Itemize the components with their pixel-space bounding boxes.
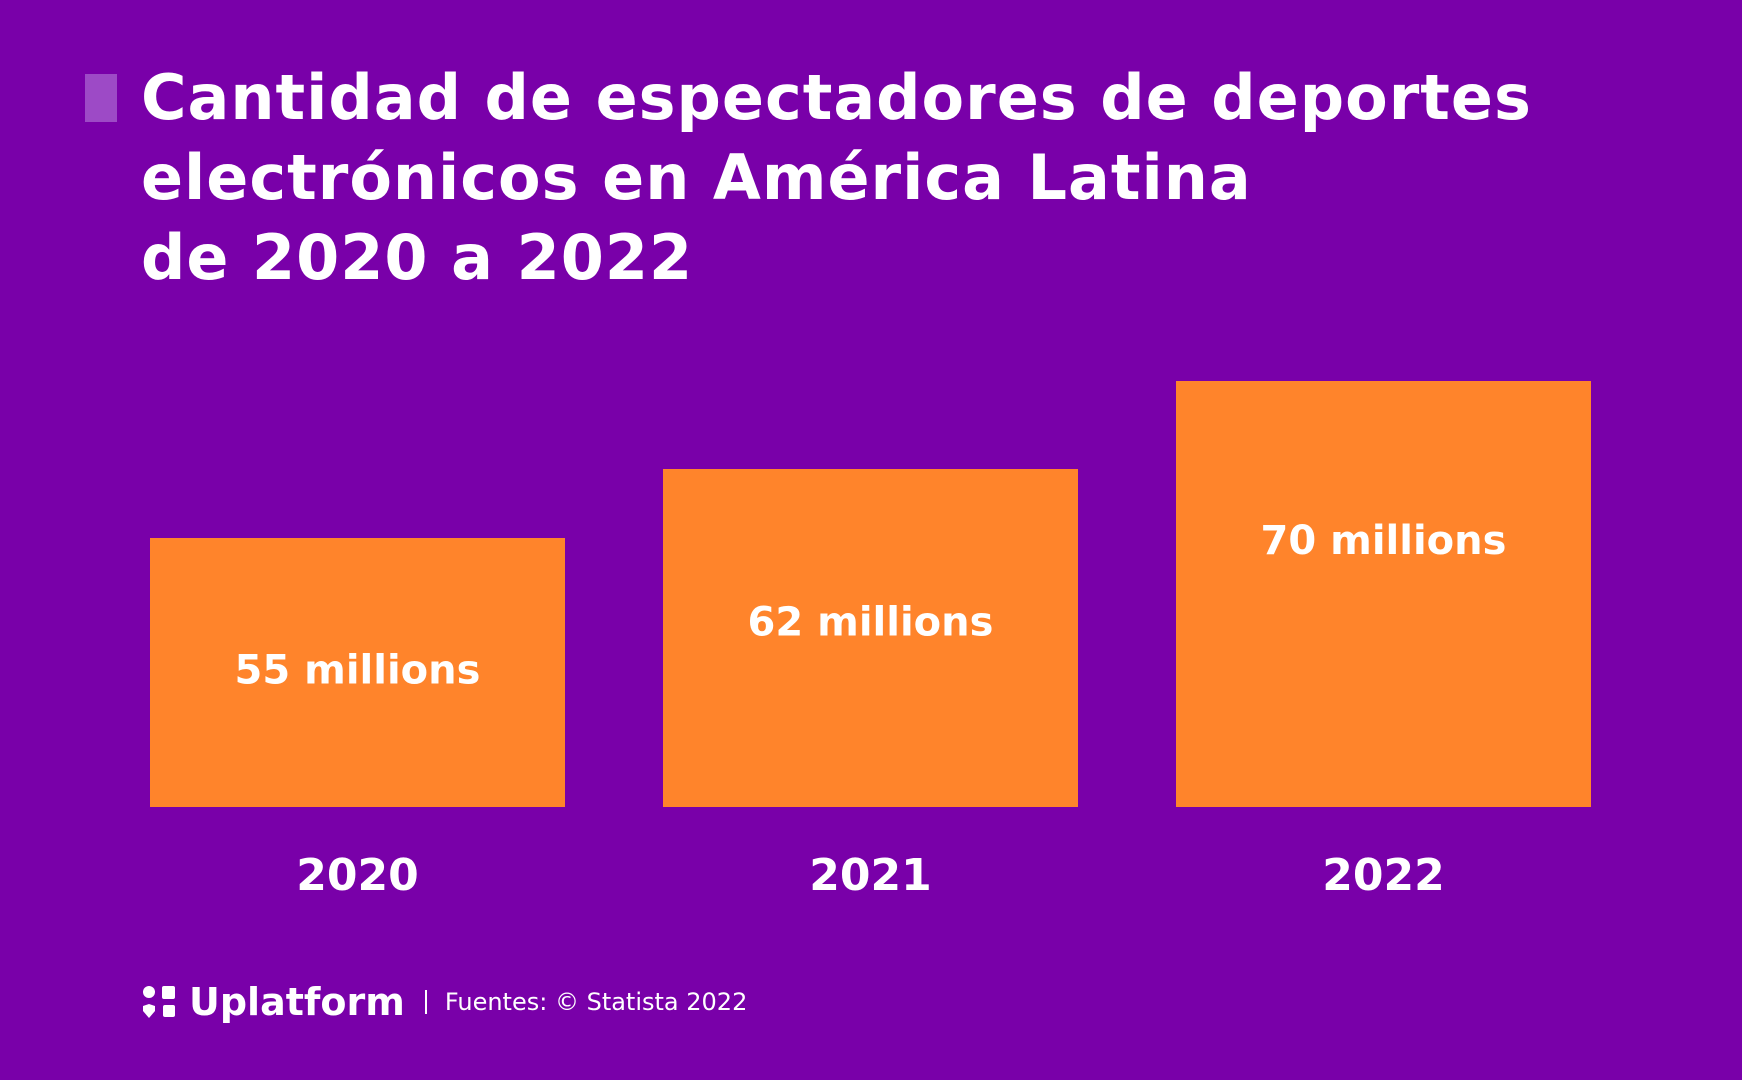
data-label-2021: 62 millions [748, 599, 994, 645]
bar-2020 [150, 538, 565, 807]
chart-title: Cantidad de espectadores de deportes ele… [141, 58, 1532, 298]
source-text: Fuentes: © Statista 2022 [444, 988, 748, 1016]
category-label-2021: 2021 [809, 850, 931, 901]
footer: Uplatform Fuentes: © Statista 2022 [141, 980, 747, 1024]
uplatform-logo-icon [143, 986, 175, 1018]
data-label-2020: 55 millions [235, 648, 481, 694]
bar-2021 [663, 469, 1078, 807]
chart-title-line-3: de 2020 a 2022 [141, 221, 694, 294]
brand-name: Uplatform [189, 980, 405, 1024]
data-label-2022: 70 millions [1261, 518, 1507, 564]
chart-title-line-2: electrónicos en América Latina [141, 141, 1252, 214]
footer-separator [424, 990, 427, 1014]
bar-2022 [1176, 381, 1591, 807]
title-marker [85, 74, 117, 122]
category-label-2020: 2020 [296, 850, 418, 901]
category-label-2022: 2022 [1322, 850, 1444, 901]
chart-title-line-1: Cantidad de espectadores de deportes [141, 61, 1532, 134]
